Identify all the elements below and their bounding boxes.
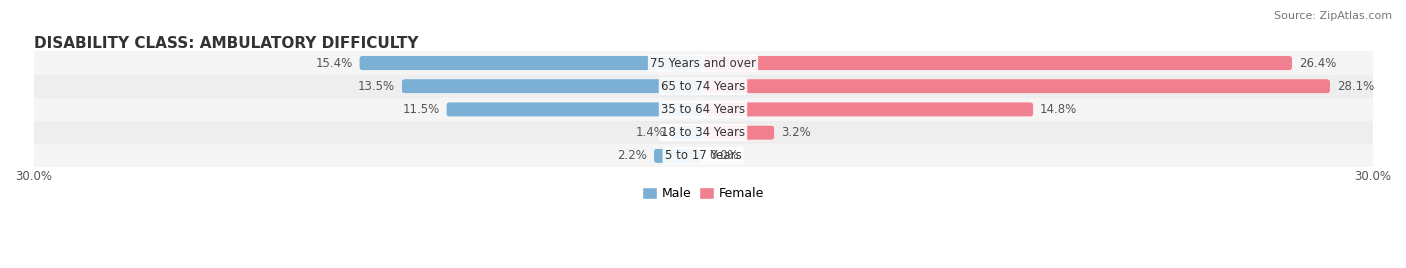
Text: 13.5%: 13.5% [359, 80, 395, 93]
Text: 1.4%: 1.4% [636, 126, 665, 139]
FancyBboxPatch shape [700, 148, 706, 163]
FancyBboxPatch shape [402, 79, 703, 94]
FancyBboxPatch shape [703, 125, 775, 140]
FancyBboxPatch shape [703, 56, 1292, 70]
Bar [34, 75, 1372, 98]
Text: Source: ZipAtlas.com: Source: ZipAtlas.com [1274, 11, 1392, 21]
FancyBboxPatch shape [446, 102, 703, 117]
Bar [34, 144, 1372, 168]
Text: 0.0%: 0.0% [710, 149, 740, 162]
Text: 75 Years and over: 75 Years and over [650, 57, 756, 69]
Bar [34, 51, 1372, 75]
Text: 5 to 17 Years: 5 to 17 Years [665, 149, 741, 162]
Text: 18 to 34 Years: 18 to 34 Years [661, 126, 745, 139]
Bar [34, 98, 1372, 121]
Text: 65 to 74 Years: 65 to 74 Years [661, 80, 745, 93]
Text: 11.5%: 11.5% [402, 103, 440, 116]
FancyBboxPatch shape [703, 102, 1033, 117]
Text: 14.8%: 14.8% [1040, 103, 1077, 116]
Legend: Male, Female: Male, Female [637, 182, 769, 205]
Text: 35 to 64 Years: 35 to 64 Years [661, 103, 745, 116]
Text: 28.1%: 28.1% [1337, 80, 1374, 93]
Bar [34, 121, 1372, 144]
FancyBboxPatch shape [359, 56, 703, 70]
Text: 26.4%: 26.4% [1299, 57, 1336, 69]
Text: DISABILITY CLASS: AMBULATORY DIFFICULTY: DISABILITY CLASS: AMBULATORY DIFFICULTY [34, 36, 418, 51]
FancyBboxPatch shape [703, 79, 1330, 94]
FancyBboxPatch shape [654, 148, 703, 163]
FancyBboxPatch shape [672, 125, 703, 140]
Text: 3.2%: 3.2% [782, 126, 811, 139]
Text: 15.4%: 15.4% [315, 57, 353, 69]
Text: 2.2%: 2.2% [617, 149, 647, 162]
